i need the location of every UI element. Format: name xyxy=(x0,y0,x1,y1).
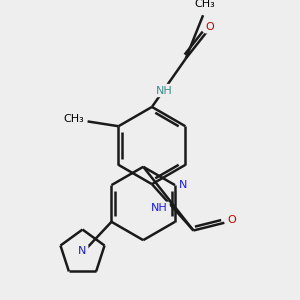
Text: CH₃: CH₃ xyxy=(195,0,215,9)
Text: NH: NH xyxy=(156,85,173,95)
Text: O: O xyxy=(206,22,214,32)
Text: CH₃: CH₃ xyxy=(64,113,85,124)
Text: NH: NH xyxy=(151,203,168,213)
Text: N: N xyxy=(78,246,87,256)
Text: O: O xyxy=(228,215,236,225)
Text: N: N xyxy=(178,180,187,190)
